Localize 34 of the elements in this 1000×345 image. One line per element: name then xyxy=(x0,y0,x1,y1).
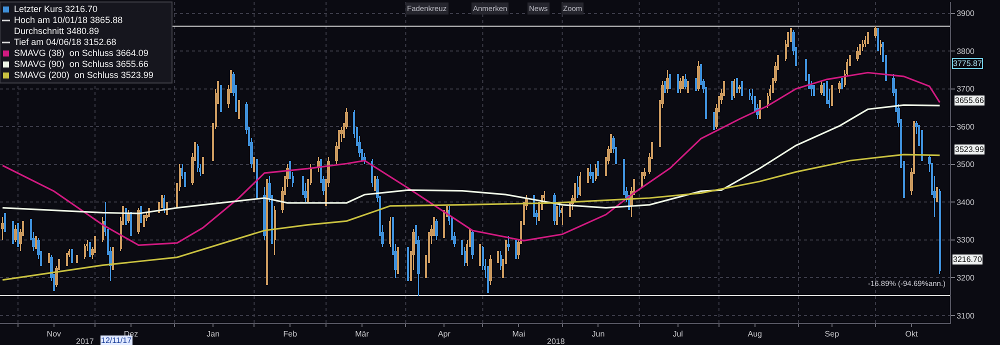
text: 2017 xyxy=(76,337,94,345)
legend-label: Tief am 04/06/18 3152.68 xyxy=(14,37,116,47)
y-tick-label: 3600 xyxy=(956,122,975,132)
x-tick-label: Apr xyxy=(438,330,451,339)
x-tick-label: Sep xyxy=(824,330,840,339)
annotation: Durchschnitt 3480.89 xyxy=(14,26,100,36)
legend-label: Letzter Kurs 3216.70 xyxy=(14,4,98,14)
legend-label: SMAVG (200) on Schluss 3523.99 xyxy=(14,70,154,80)
x-tick-label: Jan xyxy=(206,330,220,339)
x-tick-label: Feb xyxy=(283,330,298,339)
x-tick-label: Mai xyxy=(512,330,526,339)
y-tick-label: 3800 xyxy=(956,46,975,56)
x-tick-label: Jun xyxy=(592,330,605,339)
x-tick-label: Jul xyxy=(672,330,684,339)
x-tick-label: Okt xyxy=(905,330,918,339)
y-tick-label: 3100 xyxy=(956,311,975,320)
text: 12/11/17 xyxy=(101,336,132,345)
annotation: 3655.66 xyxy=(955,96,984,105)
legend-label: SMAVG (38) on Schluss 3664.09 xyxy=(14,48,148,58)
x-tick-label: Nov xyxy=(46,330,62,339)
text: 3775.87 xyxy=(953,59,982,68)
y-tick-label: 3500 xyxy=(956,160,975,170)
text: 3216.70 xyxy=(953,255,982,264)
text: 2018 xyxy=(547,337,566,345)
y-tick-label: 3400 xyxy=(956,198,975,207)
y-tick-label: 3700 xyxy=(956,84,975,94)
x-tick-label: Mär xyxy=(355,330,370,339)
y-tick-label: 3200 xyxy=(956,273,975,282)
y-tick-label: 3900 xyxy=(956,9,975,18)
annotation: 3523.99 xyxy=(955,145,984,154)
ref-line-label: Hoch am 10/01/18 3865.88 xyxy=(14,15,123,25)
y-tick-label: 3300 xyxy=(956,236,975,245)
legend-label: SMAVG (90) on Schluss 3655.66 xyxy=(14,59,148,69)
x-tick-label: Aug xyxy=(748,330,762,339)
